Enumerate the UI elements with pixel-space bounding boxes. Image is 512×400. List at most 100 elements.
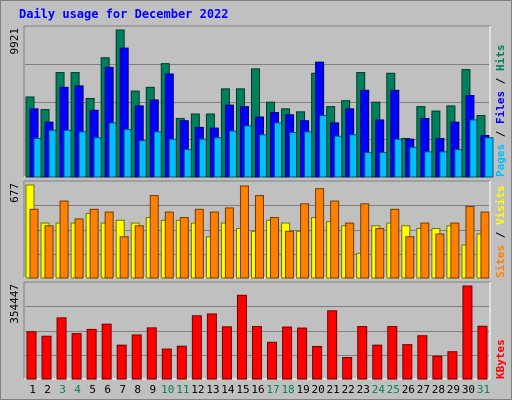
legend-entry: Pages bbox=[494, 144, 507, 177]
bar-sites bbox=[330, 200, 340, 279]
bar-kbytes bbox=[402, 344, 413, 380]
bar-sites bbox=[375, 228, 385, 279]
bar-sites bbox=[179, 217, 189, 279]
x-tick-label: 18 bbox=[281, 383, 294, 396]
legend-visits-sites: Sites / Visits bbox=[494, 185, 507, 278]
bar-sites bbox=[435, 233, 445, 279]
legend-separator: / bbox=[494, 71, 507, 91]
bar-kbytes bbox=[417, 335, 428, 380]
x-tick-label: 22 bbox=[342, 383, 355, 396]
x-tick-label: 6 bbox=[104, 383, 111, 396]
bar-pages bbox=[484, 137, 494, 178]
x-tick-label: 24 bbox=[372, 383, 386, 396]
bar-sites bbox=[300, 203, 310, 279]
y-max-label: 354447 bbox=[8, 284, 21, 324]
bar-kbytes bbox=[101, 323, 112, 380]
bar-kbytes bbox=[146, 327, 157, 380]
x-tick-label: 26 bbox=[402, 383, 415, 396]
legend-separator: / bbox=[494, 225, 507, 245]
x-tick-label: 23 bbox=[357, 383, 370, 396]
bar-sites bbox=[254, 195, 264, 279]
x-tick-label: 13 bbox=[206, 383, 219, 396]
bar-sites bbox=[59, 200, 69, 279]
legend-separator: / bbox=[494, 124, 507, 144]
x-tick-label: 5 bbox=[89, 383, 96, 396]
bar-kbytes bbox=[161, 348, 172, 380]
x-tick-label: 2 bbox=[44, 383, 51, 396]
bar-kbytes bbox=[342, 356, 353, 380]
x-tick-label: 7 bbox=[119, 383, 126, 396]
bar-kbytes bbox=[297, 327, 308, 380]
legend-entry: KBytes bbox=[494, 339, 507, 379]
x-tick-label: 15 bbox=[236, 383, 249, 396]
x-tick-label: 11 bbox=[176, 383, 189, 396]
bar-sites bbox=[450, 222, 460, 279]
bar-kbytes bbox=[387, 326, 398, 380]
legend-entry: Files bbox=[494, 91, 507, 124]
bar-sites bbox=[89, 208, 99, 279]
bar-sites bbox=[465, 206, 475, 279]
legend-entry: Sites bbox=[494, 245, 507, 278]
bar-kbytes bbox=[221, 326, 232, 380]
bar-sites bbox=[480, 211, 490, 279]
bar-kbytes bbox=[372, 344, 383, 380]
legend-hits-files-pages: Pages / Files / Hits bbox=[494, 45, 507, 178]
chart-title: Daily usage for December 2022 bbox=[19, 7, 229, 21]
x-tick-label: 14 bbox=[221, 383, 235, 396]
bar-kbytes bbox=[56, 317, 67, 380]
bar-kbytes bbox=[357, 326, 368, 380]
bar-sites bbox=[224, 207, 234, 279]
bar-sites bbox=[209, 211, 219, 279]
x-tick-label: 20 bbox=[312, 383, 325, 396]
bar-sites bbox=[104, 211, 114, 279]
x-tick-label: 29 bbox=[447, 383, 460, 396]
bar-kbytes bbox=[206, 313, 217, 380]
bar-sites bbox=[239, 185, 249, 279]
bar-sites bbox=[134, 225, 144, 279]
x-tick-label: 25 bbox=[387, 383, 400, 396]
x-tick-label: 1 bbox=[29, 383, 36, 396]
x-tick-label: 19 bbox=[296, 383, 309, 396]
bar-kbytes bbox=[41, 335, 52, 380]
bar-sites bbox=[315, 188, 325, 279]
legend-entry: Visits bbox=[494, 185, 507, 225]
x-tick-label: 8 bbox=[134, 383, 141, 396]
bar-kbytes bbox=[191, 315, 202, 380]
bar-kbytes bbox=[26, 331, 37, 380]
bar-kbytes bbox=[477, 325, 488, 380]
legend-kbytes: KBytes bbox=[494, 339, 507, 379]
bar-sites bbox=[360, 203, 370, 279]
x-tick-label: 21 bbox=[327, 383, 340, 396]
bar-sites bbox=[420, 222, 430, 279]
bar-sites bbox=[119, 236, 129, 279]
bar-sites bbox=[390, 208, 400, 279]
bar-kbytes bbox=[267, 341, 278, 380]
x-tick-label: 3 bbox=[59, 383, 66, 396]
bar-kbytes bbox=[462, 285, 473, 380]
x-tick-label: 17 bbox=[266, 383, 279, 396]
x-tick-label: 16 bbox=[251, 383, 264, 396]
bar-kbytes bbox=[131, 334, 142, 380]
x-tick-label: 30 bbox=[462, 383, 475, 396]
bar-sites bbox=[194, 208, 204, 279]
x-tick-label: 9 bbox=[149, 383, 156, 396]
bar-kbytes bbox=[251, 326, 262, 380]
bar-kbytes bbox=[312, 345, 323, 380]
bar-kbytes bbox=[447, 351, 458, 380]
bar-sites bbox=[74, 218, 84, 279]
bar-sites bbox=[285, 230, 295, 279]
bar-kbytes bbox=[432, 355, 443, 380]
x-tick-label: 31 bbox=[477, 383, 490, 396]
x-tick-label: 4 bbox=[74, 383, 81, 396]
bar-sites bbox=[44, 225, 54, 279]
y-max-label: 677 bbox=[8, 183, 21, 203]
bar-sites bbox=[405, 236, 415, 279]
y-max-label: 9921 bbox=[8, 28, 21, 55]
bar-sites bbox=[270, 217, 280, 279]
x-tick-label: 12 bbox=[191, 383, 204, 396]
bar-kbytes bbox=[236, 294, 247, 380]
bar-sites bbox=[149, 195, 159, 279]
bar-sites bbox=[345, 222, 355, 279]
bar-sites bbox=[29, 208, 39, 279]
